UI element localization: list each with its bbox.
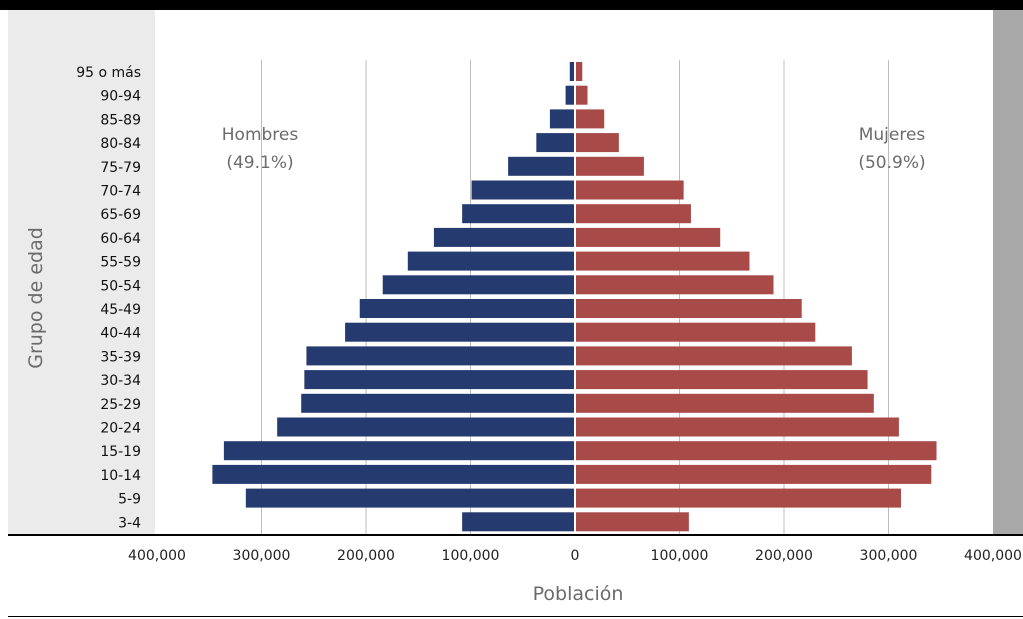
bar-mujeres — [576, 488, 901, 508]
bar-hombres — [536, 133, 575, 153]
age-group-label: 40-44 — [100, 326, 141, 342]
x-tick-label: 200,000 — [337, 548, 395, 564]
age-group-label: 50-54 — [100, 278, 141, 294]
bar-mujeres — [576, 156, 644, 176]
x-tick-label: 300,000 — [233, 548, 291, 564]
hombres-label: Hombres — [222, 125, 299, 145]
left-panel-shade — [8, 10, 155, 534]
age-group-label: 5-9 — [118, 492, 141, 508]
bar-hombres — [301, 393, 575, 413]
bar-hombres — [345, 322, 575, 342]
bar-hombres — [359, 299, 575, 318]
right-panel-shade — [993, 10, 1023, 534]
age-group-label: 85-89 — [100, 112, 141, 128]
age-group-label: 45-49 — [100, 302, 141, 318]
bar-mujeres — [576, 275, 774, 295]
bar-mujeres — [576, 133, 619, 153]
age-group-label: 60-64 — [100, 231, 141, 247]
age-group-label: 75-79 — [100, 160, 141, 176]
x-tick-label: 200,000 — [755, 548, 813, 564]
x-tick-label: 300,000 — [860, 548, 918, 564]
age-group-label: 65-69 — [100, 207, 141, 223]
bar-hombres — [245, 488, 575, 508]
hombres-share-label: (49.1%) — [226, 153, 293, 173]
x-tick-label: 100,000 — [651, 548, 709, 564]
top-rule — [0, 0, 1023, 10]
bar-hombres — [223, 441, 575, 461]
age-group-label: 3-4 — [118, 515, 141, 531]
bar-hombres — [433, 227, 575, 247]
bar-mujeres — [576, 346, 852, 366]
bar-mujeres — [576, 227, 721, 247]
bar-hombres — [212, 464, 575, 484]
bar-mujeres — [576, 62, 583, 81]
bar-mujeres — [576, 251, 750, 271]
x-tick-label: 0 — [571, 548, 580, 564]
bar-hombres — [304, 370, 575, 390]
bar-mujeres — [576, 180, 684, 200]
y-axis-title: Grupo de edad — [25, 227, 47, 369]
bar-hombres — [462, 512, 575, 532]
age-group-label: 10-14 — [100, 468, 141, 484]
x-tick-label: 400,000 — [964, 548, 1022, 564]
bar-mujeres — [576, 109, 605, 129]
bar-mujeres — [576, 370, 868, 390]
bar-mujeres — [576, 441, 937, 461]
age-group-label: 90-94 — [100, 89, 141, 105]
age-group-label: 80-84 — [100, 136, 141, 152]
bar-mujeres — [576, 299, 802, 318]
age-group-label: 95 o más — [76, 65, 141, 81]
bar-mujeres — [576, 85, 588, 105]
bar-mujeres — [576, 322, 816, 342]
bottom-rule — [8, 616, 1023, 617]
bar-hombres — [565, 85, 575, 105]
mujeres-label: Mujeres — [859, 125, 926, 145]
bar-mujeres — [576, 417, 899, 437]
x-tick-label: 400,000 — [128, 548, 186, 564]
bar-mujeres — [576, 204, 691, 224]
bar-hombres — [549, 109, 575, 129]
bar-mujeres — [576, 512, 689, 532]
bar-hombres — [277, 417, 575, 437]
x-tick-label: 100,000 — [442, 548, 500, 564]
bar-hombres — [569, 62, 575, 81]
bar-hombres — [407, 251, 575, 271]
bar-hombres — [471, 180, 575, 200]
age-group-label: 30-34 — [100, 373, 141, 389]
age-group-label: 20-24 — [100, 421, 141, 437]
bar-mujeres — [576, 464, 932, 484]
bar-hombres — [306, 346, 575, 366]
age-group-label: 70-74 — [100, 184, 141, 200]
bar-hombres — [382, 275, 575, 295]
bar-hombres — [462, 204, 575, 224]
mujeres-share-label: (50.9%) — [858, 153, 925, 173]
age-group-label: 15-19 — [100, 444, 141, 460]
age-group-label: 35-39 — [100, 349, 141, 365]
bar-hombres — [508, 156, 575, 176]
age-group-label: 25-29 — [100, 397, 141, 413]
x-axis-title: Población — [533, 583, 624, 605]
age-group-label: 55-59 — [100, 255, 141, 271]
bar-mujeres — [576, 393, 874, 413]
